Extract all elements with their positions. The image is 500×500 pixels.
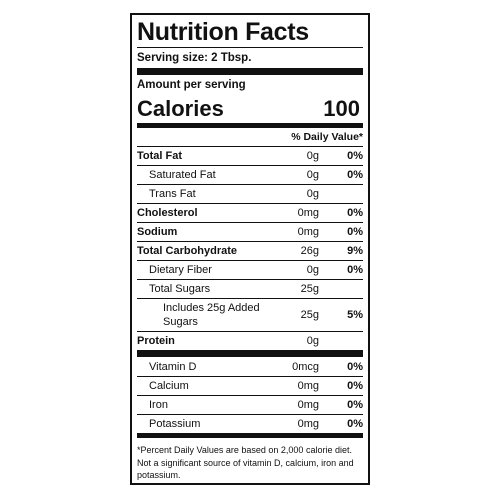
nutrient-daily-value: 0% <box>347 360 363 373</box>
nutrient-amount: 0mg <box>297 226 319 238</box>
nutrient-row: Total Sugars 25g <box>137 279 363 298</box>
nutrient-name: Trans Fat <box>149 188 196 200</box>
nutrient-daily-value: 0% <box>347 150 363 162</box>
nutrient-amount: 0g <box>306 150 319 162</box>
nutrient-amount: 0mcg <box>292 360 319 373</box>
vitamin-list: Vitamin D 0mcg 0% Calcium 0mg 0% Iron 0mg 0% Pota… <box>137 357 363 433</box>
nutrient-name: Total Sugars <box>149 283 211 295</box>
nutrient-amount: 0g <box>306 264 319 276</box>
calories-row: Calories 100 <box>137 95 363 123</box>
nutrient-amount: 0mg <box>297 418 319 430</box>
footnote: *Percent Daily Values are based on 2,000… <box>137 445 354 480</box>
nutrient-name: Cholesterol <box>137 207 198 219</box>
nutrient-name: Protein <box>137 335 175 347</box>
amount-per-serving: Amount per serving <box>137 79 246 91</box>
nutrient-daily-value: 0% <box>347 264 363 276</box>
nutrient-amount: 26g <box>300 245 319 257</box>
nutrient-amount: 25g <box>300 309 319 321</box>
nutrient-row: Iron 0mg 0% <box>137 395 363 414</box>
nutrient-daily-value: 0% <box>347 169 363 181</box>
nutrient-amount: 0mg <box>297 207 319 219</box>
nutrient-daily-value: 0% <box>347 226 363 238</box>
nutrient-amount: 0g <box>306 169 319 181</box>
nutrient-name: Vitamin D <box>149 360 197 373</box>
nutrient-row: Protein 0g <box>137 331 363 350</box>
label-title: Nutrition Facts <box>137 18 309 46</box>
nutrient-row: Saturated Fat 0g 0% <box>137 165 363 184</box>
nutrient-row: Total Carbohydrate 26g 9% <box>137 241 363 260</box>
serving-size: Serving size: 2 Tbsp. <box>137 52 252 64</box>
calories-value: 100 <box>323 96 360 121</box>
nutrient-daily-value: 0% <box>347 418 363 430</box>
divider <box>137 47 363 48</box>
nutrient-amount: 0mg <box>297 399 319 411</box>
nutrient-row: Potassium 0mg 0% <box>137 414 363 433</box>
nutrient-name: Includes 25g Added Sugars <box>163 302 260 328</box>
nutrient-amount: 0g <box>306 335 319 347</box>
nutrient-name: Iron <box>149 399 168 411</box>
nutrition-facts-label: Nutrition Facts Serving size: 2 Tbsp. Am… <box>130 13 370 485</box>
nutrient-row: Cholesterol 0mg 0% <box>137 203 363 222</box>
nutrient-amount: 0g <box>306 188 319 200</box>
nutrient-name: Potassium <box>149 418 201 430</box>
nutrient-amount: 0mg <box>297 380 319 392</box>
calories-label: Calories <box>137 96 224 121</box>
thick-divider <box>137 350 363 357</box>
nutrient-name: Total Fat <box>137 150 183 162</box>
nutrient-name: Dietary Fiber <box>149 264 212 276</box>
nutrient-daily-value: 5% <box>347 309 363 321</box>
nutrient-name: Calcium <box>149 380 189 392</box>
nutrient-daily-value: 9% <box>347 245 363 257</box>
medium-divider <box>137 123 363 128</box>
medium-divider <box>137 433 363 438</box>
nutrient-row: Calcium 0mg 0% <box>137 376 363 395</box>
nutrient-row: Total Fat 0g 0% <box>137 146 363 165</box>
nutrient-row: Vitamin D 0mcg 0% <box>137 357 363 376</box>
nutrient-daily-value: 0% <box>347 380 363 392</box>
nutrient-name: Sodium <box>137 226 178 238</box>
nutrient-row: Trans Fat 0g <box>137 184 363 203</box>
nutrient-row: Includes 25g Added Sugars 25g 5% <box>137 298 363 331</box>
nutrient-daily-value: 0% <box>347 207 363 219</box>
nutrient-list: Total Fat 0g 0% Saturated Fat 0g 0% Trans Fat 0… <box>137 146 363 350</box>
nutrient-row: Dietary Fiber 0g 0% <box>137 260 363 279</box>
nutrient-name: Saturated Fat <box>149 169 216 181</box>
nutrient-daily-value: 0% <box>347 399 363 411</box>
nutrient-amount: 25g <box>300 283 319 295</box>
daily-value-header: % Daily Value* <box>291 131 363 143</box>
nutrient-row: Sodium 0mg 0% <box>137 222 363 241</box>
nutrient-name: Total Carbohydrate <box>137 245 238 257</box>
thick-divider <box>137 68 363 75</box>
